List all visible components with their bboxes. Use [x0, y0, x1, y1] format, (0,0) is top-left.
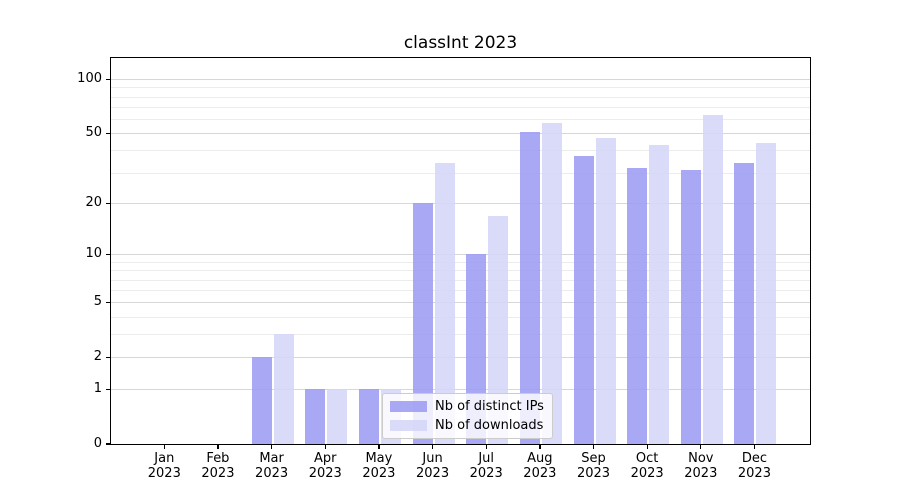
x-tick-label-feb-2023: Feb 2023	[201, 451, 235, 481]
bar-nb-of-downloads-oct-2023	[649, 144, 670, 444]
y-tick-label-100: 100	[77, 71, 102, 87]
y-tick-100	[106, 78, 111, 80]
y-tick-label-50: 50	[85, 125, 102, 141]
gridline-minor-40	[111, 150, 810, 152]
y-tick-5	[106, 301, 111, 304]
legend-entry-nb-of-distinct-ips: Nb of distinct IPs	[390, 399, 544, 414]
x-tick-label-sep-2023: Sep 2023	[576, 451, 611, 481]
gridline-minor-4	[111, 316, 810, 318]
y-tick-0	[106, 443, 111, 445]
bar-nb-of-downloads-nov-2023	[702, 115, 723, 444]
bar-nb-of-distinct-ips-mar-2023	[251, 357, 272, 444]
gridline-major-20	[111, 203, 810, 205]
gridline-minor-7	[111, 279, 810, 281]
x-tick-label-jan-2023: Jan 2023	[147, 451, 181, 481]
bar-nb-of-distinct-ips-oct-2023	[627, 167, 648, 444]
x-tick-label-mar-2023: Mar 2023	[255, 451, 289, 481]
gridline-minor-3	[111, 334, 810, 336]
x-tick-sep-2023	[592, 444, 595, 449]
gridline-minor-90	[111, 87, 810, 89]
gridline-minor-70	[111, 107, 810, 109]
x-tick-label-jul-2023: Jul 2023	[469, 451, 503, 481]
gridline-minor-9	[111, 262, 810, 263]
y-tick-20	[106, 202, 111, 205]
y-tick-50	[106, 132, 111, 134]
y-tick-label-10: 10	[85, 246, 102, 262]
bar-nb-of-downloads-dec-2023	[756, 143, 777, 444]
x-tick-mar-2023	[271, 444, 273, 449]
bar-nb-of-downloads-apr-2023	[327, 389, 348, 444]
gridline-major-2	[111, 357, 810, 359]
gridline-major-50	[111, 133, 810, 135]
x-tick-jan-2023	[163, 444, 165, 449]
bar-nb-of-distinct-ips-apr-2023	[305, 389, 326, 444]
bar-nb-of-distinct-ips-aug-2023	[519, 131, 540, 444]
bar-nb-of-distinct-ips-nov-2023	[680, 170, 701, 444]
x-tick-apr-2023	[324, 444, 326, 449]
x-tick-label-nov-2023: Nov 2023	[684, 451, 718, 481]
x-tick-nov-2023	[700, 444, 702, 449]
gridline-minor-6	[111, 290, 810, 292]
x-tick-label-apr-2023: Apr 2023	[308, 451, 342, 481]
gridline-minor-80	[111, 96, 810, 98]
x-tick-label-oct-2023: Oct 2023	[630, 451, 664, 481]
x-tick-label-aug-2023: Aug 2023	[523, 451, 557, 481]
bar-nb-of-distinct-ips-may-2023	[358, 389, 379, 444]
y-tick-label-20: 20	[85, 195, 102, 211]
x-tick-label-dec-2023: Dec 2023	[737, 451, 771, 481]
bar-nb-of-downloads-jun-2023	[434, 162, 455, 444]
legend: Nb of distinct IPs Nb of downloads	[382, 393, 553, 439]
x-tick-feb-2023	[217, 444, 219, 449]
legend-label-nb-of-downloads: Nb of downloads	[435, 418, 544, 433]
bar-nb-of-downloads-jul-2023	[488, 215, 509, 444]
y-tick-label-1: 1	[93, 381, 102, 397]
bar-nb-of-downloads-mar-2023	[273, 334, 294, 444]
legend-swatch-nb-of-downloads	[390, 420, 427, 431]
x-tick-may-2023	[378, 444, 380, 449]
bar-nb-of-distinct-ips-dec-2023	[734, 162, 755, 444]
y-tick-label-2: 2	[93, 349, 102, 365]
y-tick-label-0: 0	[93, 436, 102, 451]
bar-nb-of-distinct-ips-jun-2023	[412, 203, 433, 444]
chart-title: classInt 2023	[403, 33, 518, 53]
bar-nb-of-distinct-ips-sep-2023	[573, 156, 594, 444]
legend-entry-nb-of-downloads: Nb of downloads	[390, 418, 544, 433]
x-tick-jun-2023	[431, 444, 434, 449]
plot-area	[111, 58, 810, 444]
x-tick-oct-2023	[646, 444, 648, 449]
x-tick-aug-2023	[539, 444, 541, 449]
bar-nb-of-downloads-aug-2023	[541, 123, 562, 444]
gridline-minor-30	[111, 172, 810, 174]
gridline-major-1	[111, 389, 810, 391]
bar-nb-of-downloads-sep-2023	[595, 138, 616, 444]
x-tick-jul-2023	[485, 444, 487, 449]
y-tick-2	[106, 356, 111, 358]
gridline-major-100	[111, 79, 810, 81]
legend-swatch-nb-of-distinct-ips	[390, 401, 427, 412]
y-tick-10	[106, 253, 111, 256]
gridline-major-5	[111, 302, 810, 304]
gridline-major-10	[111, 254, 810, 256]
x-tick-dec-2023	[753, 444, 756, 449]
gridline-minor-8	[111, 270, 810, 272]
y-tick-1	[106, 388, 111, 390]
x-tick-label-may-2023: May 2023	[362, 451, 396, 481]
x-tick-label-jun-2023: Jun 2023	[416, 451, 450, 481]
legend-label-nb-of-distinct-ips: Nb of distinct IPs	[435, 399, 544, 414]
gridline-minor-60	[111, 119, 810, 121]
y-tick-label-5: 5	[93, 294, 102, 310]
